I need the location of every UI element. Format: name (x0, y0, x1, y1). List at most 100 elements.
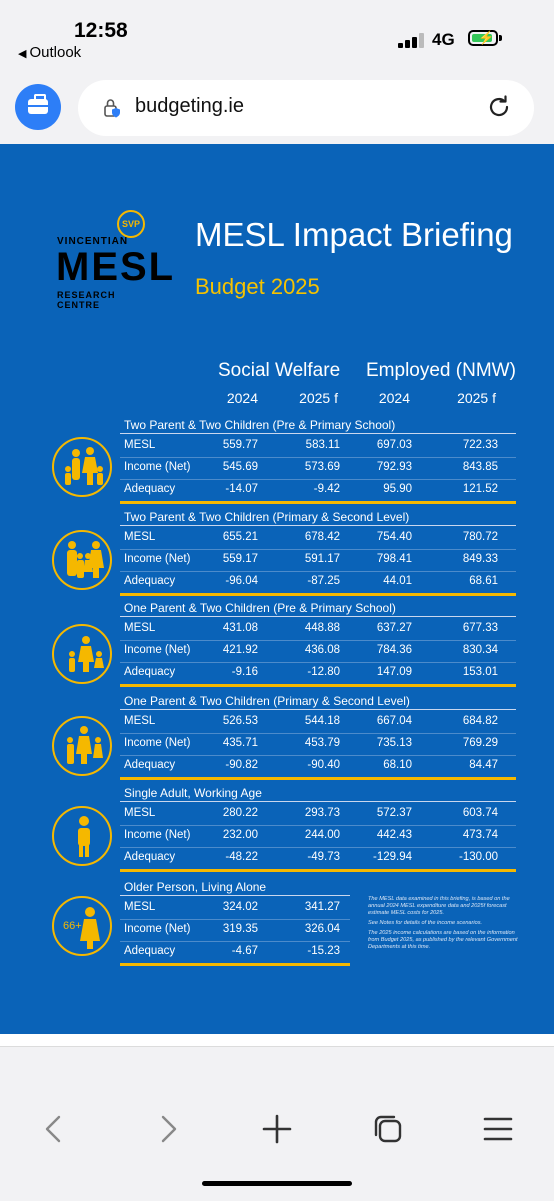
back-app-label: Outlook (29, 44, 82, 61)
address-bar[interactable]: budgeting.ie (78, 80, 534, 136)
cell-value: 341.27 (304, 901, 340, 913)
privacy-shield-icon (104, 99, 120, 118)
cell-value: 667.04 (376, 715, 412, 727)
tabs-icon[interactable] (368, 1109, 408, 1149)
forward-icon[interactable] (148, 1109, 188, 1149)
back-triangle-icon: ◀ (18, 48, 27, 60)
cell-value: 830.34 (462, 644, 498, 656)
cell-value: 780.72 (462, 531, 498, 543)
logo-main-text: MESL (56, 245, 176, 289)
cell-value: 319.35 (222, 923, 258, 935)
year-header: 2024 (226, 390, 258, 406)
page-title: MESL Impact Briefing (195, 216, 513, 253)
cell-value: 637.27 (376, 622, 412, 634)
browser-toolbar (0, 1046, 554, 1201)
cell-value: 473.74 (462, 829, 498, 841)
cell-value: 684.82 (462, 715, 498, 727)
section-divider (120, 801, 516, 802)
row-label: Adequacy (124, 851, 176, 863)
cell-value: 147.09 (376, 666, 412, 678)
family-icon (52, 437, 112, 497)
cell-value: 326.04 (304, 923, 340, 935)
table-row: Adequacy -9.16 -12.80 147.09 153.01 (120, 662, 516, 684)
household-section: Two Parent & Two Children (Primary & Sec… (120, 510, 516, 602)
row-label: Income (Net) (124, 553, 191, 565)
cell-value: 769.29 (462, 737, 498, 749)
single-parent-family-icon (52, 624, 112, 684)
cell-value: 722.33 (462, 439, 498, 451)
cell-value: -49.73 (307, 851, 340, 863)
cell-value: 436.08 (304, 644, 340, 656)
cell-value: 545.69 (222, 461, 258, 473)
section-underline (120, 963, 350, 966)
section-divider (120, 525, 516, 526)
cell-value: 655.21 (222, 531, 258, 543)
section-divider (120, 433, 516, 434)
cell-value: 591.17 (304, 553, 340, 565)
table-row: MESL 431.08 448.88 637.27 677.33 (120, 618, 516, 640)
briefing-document (0, 144, 554, 1034)
row-label: MESL (124, 715, 156, 727)
group-header-social-welfare: Social Welfare (218, 360, 341, 381)
cell-value: 442.43 (376, 829, 412, 841)
single-adult-icon (52, 806, 112, 866)
household-section: One Parent & Two Children (Primary & Sec… (120, 694, 516, 786)
row-label: Adequacy (124, 666, 176, 678)
age-badge: 66+ (63, 920, 82, 932)
row-label: Income (Net) (124, 644, 191, 656)
cell-value: -90.40 (307, 759, 340, 771)
table-row: Adequacy -4.67 -15.23 (120, 941, 350, 963)
svp-badge: SVP (117, 210, 145, 238)
cell-value: 583.11 (305, 439, 340, 451)
browser-address-area: budgeting.ie (0, 66, 554, 144)
year-header: 2024 (378, 390, 410, 406)
url-text: budgeting.ie (135, 95, 244, 117)
note-text: The MESL data examined in this briefing,… (368, 896, 510, 916)
cell-value: 68.61 (469, 575, 498, 587)
cell-value: 121.52 (462, 483, 498, 495)
reload-icon[interactable] (486, 94, 512, 120)
cell-value: 44.01 (383, 575, 412, 587)
cell-value: -48.22 (225, 851, 258, 863)
menu-icon[interactable] (478, 1109, 518, 1149)
note-text: The 2025 income calculations are based o… (368, 930, 518, 950)
cell-value: 573.69 (304, 461, 340, 473)
back-to-app-link[interactable]: ◀ Outlook (18, 44, 81, 61)
briefing-notes: The MESL data examined in this briefing,… (368, 896, 518, 954)
table-row: Income (Net) 232.00 244.00 442.43 473.74 (120, 825, 516, 847)
row-label: Income (Net) (124, 737, 191, 749)
cell-value: 697.03 (376, 439, 412, 451)
section-title: One Parent & Two Children (Primary & Sec… (124, 694, 410, 708)
cell-value: -14.07 (225, 483, 258, 495)
row-label: MESL (124, 439, 156, 451)
cell-value: 435.71 (222, 737, 258, 749)
new-tab-icon[interactable] (257, 1109, 297, 1149)
table-row: MESL 655.21 678.42 754.40 780.72 (120, 527, 516, 549)
row-label: Adequacy (124, 575, 176, 587)
briefcase-icon[interactable] (15, 84, 61, 130)
household-section: Single Adult, Working Age MESL 280.22 293.7… (120, 786, 516, 878)
cell-value: 677.33 (462, 622, 498, 634)
row-label: Income (Net) (124, 461, 191, 473)
cell-value: 526.53 (222, 715, 258, 727)
status-time: 12:58 (74, 19, 128, 42)
back-icon[interactable] (34, 1109, 74, 1149)
table-row: Income (Net) 435.71 453.79 735.13 769.29 (120, 733, 516, 755)
logo-top-text: VINCENTIAN (57, 236, 129, 247)
cell-value: -96.04 (225, 575, 258, 587)
year-header: 2025 f (299, 390, 338, 406)
table-row: Income (Net) 319.35 326.04 (120, 919, 350, 941)
row-label: Income (Net) (124, 829, 191, 841)
cell-value: 559.77 (222, 439, 258, 451)
section-underline (120, 593, 516, 596)
cell-value: -87.25 (307, 575, 340, 587)
cell-value: 68.10 (383, 759, 412, 771)
cell-value: 280.22 (222, 807, 258, 819)
cell-value: -129.94 (372, 851, 412, 863)
row-label: Adequacy (124, 945, 176, 957)
cell-value: 324.02 (222, 901, 258, 913)
cell-value: 603.74 (462, 807, 498, 819)
row-label: MESL (124, 531, 156, 543)
cell-value: 754.40 (376, 531, 412, 543)
table-row: Adequacy -96.04 -87.25 44.01 68.61 (120, 571, 516, 593)
